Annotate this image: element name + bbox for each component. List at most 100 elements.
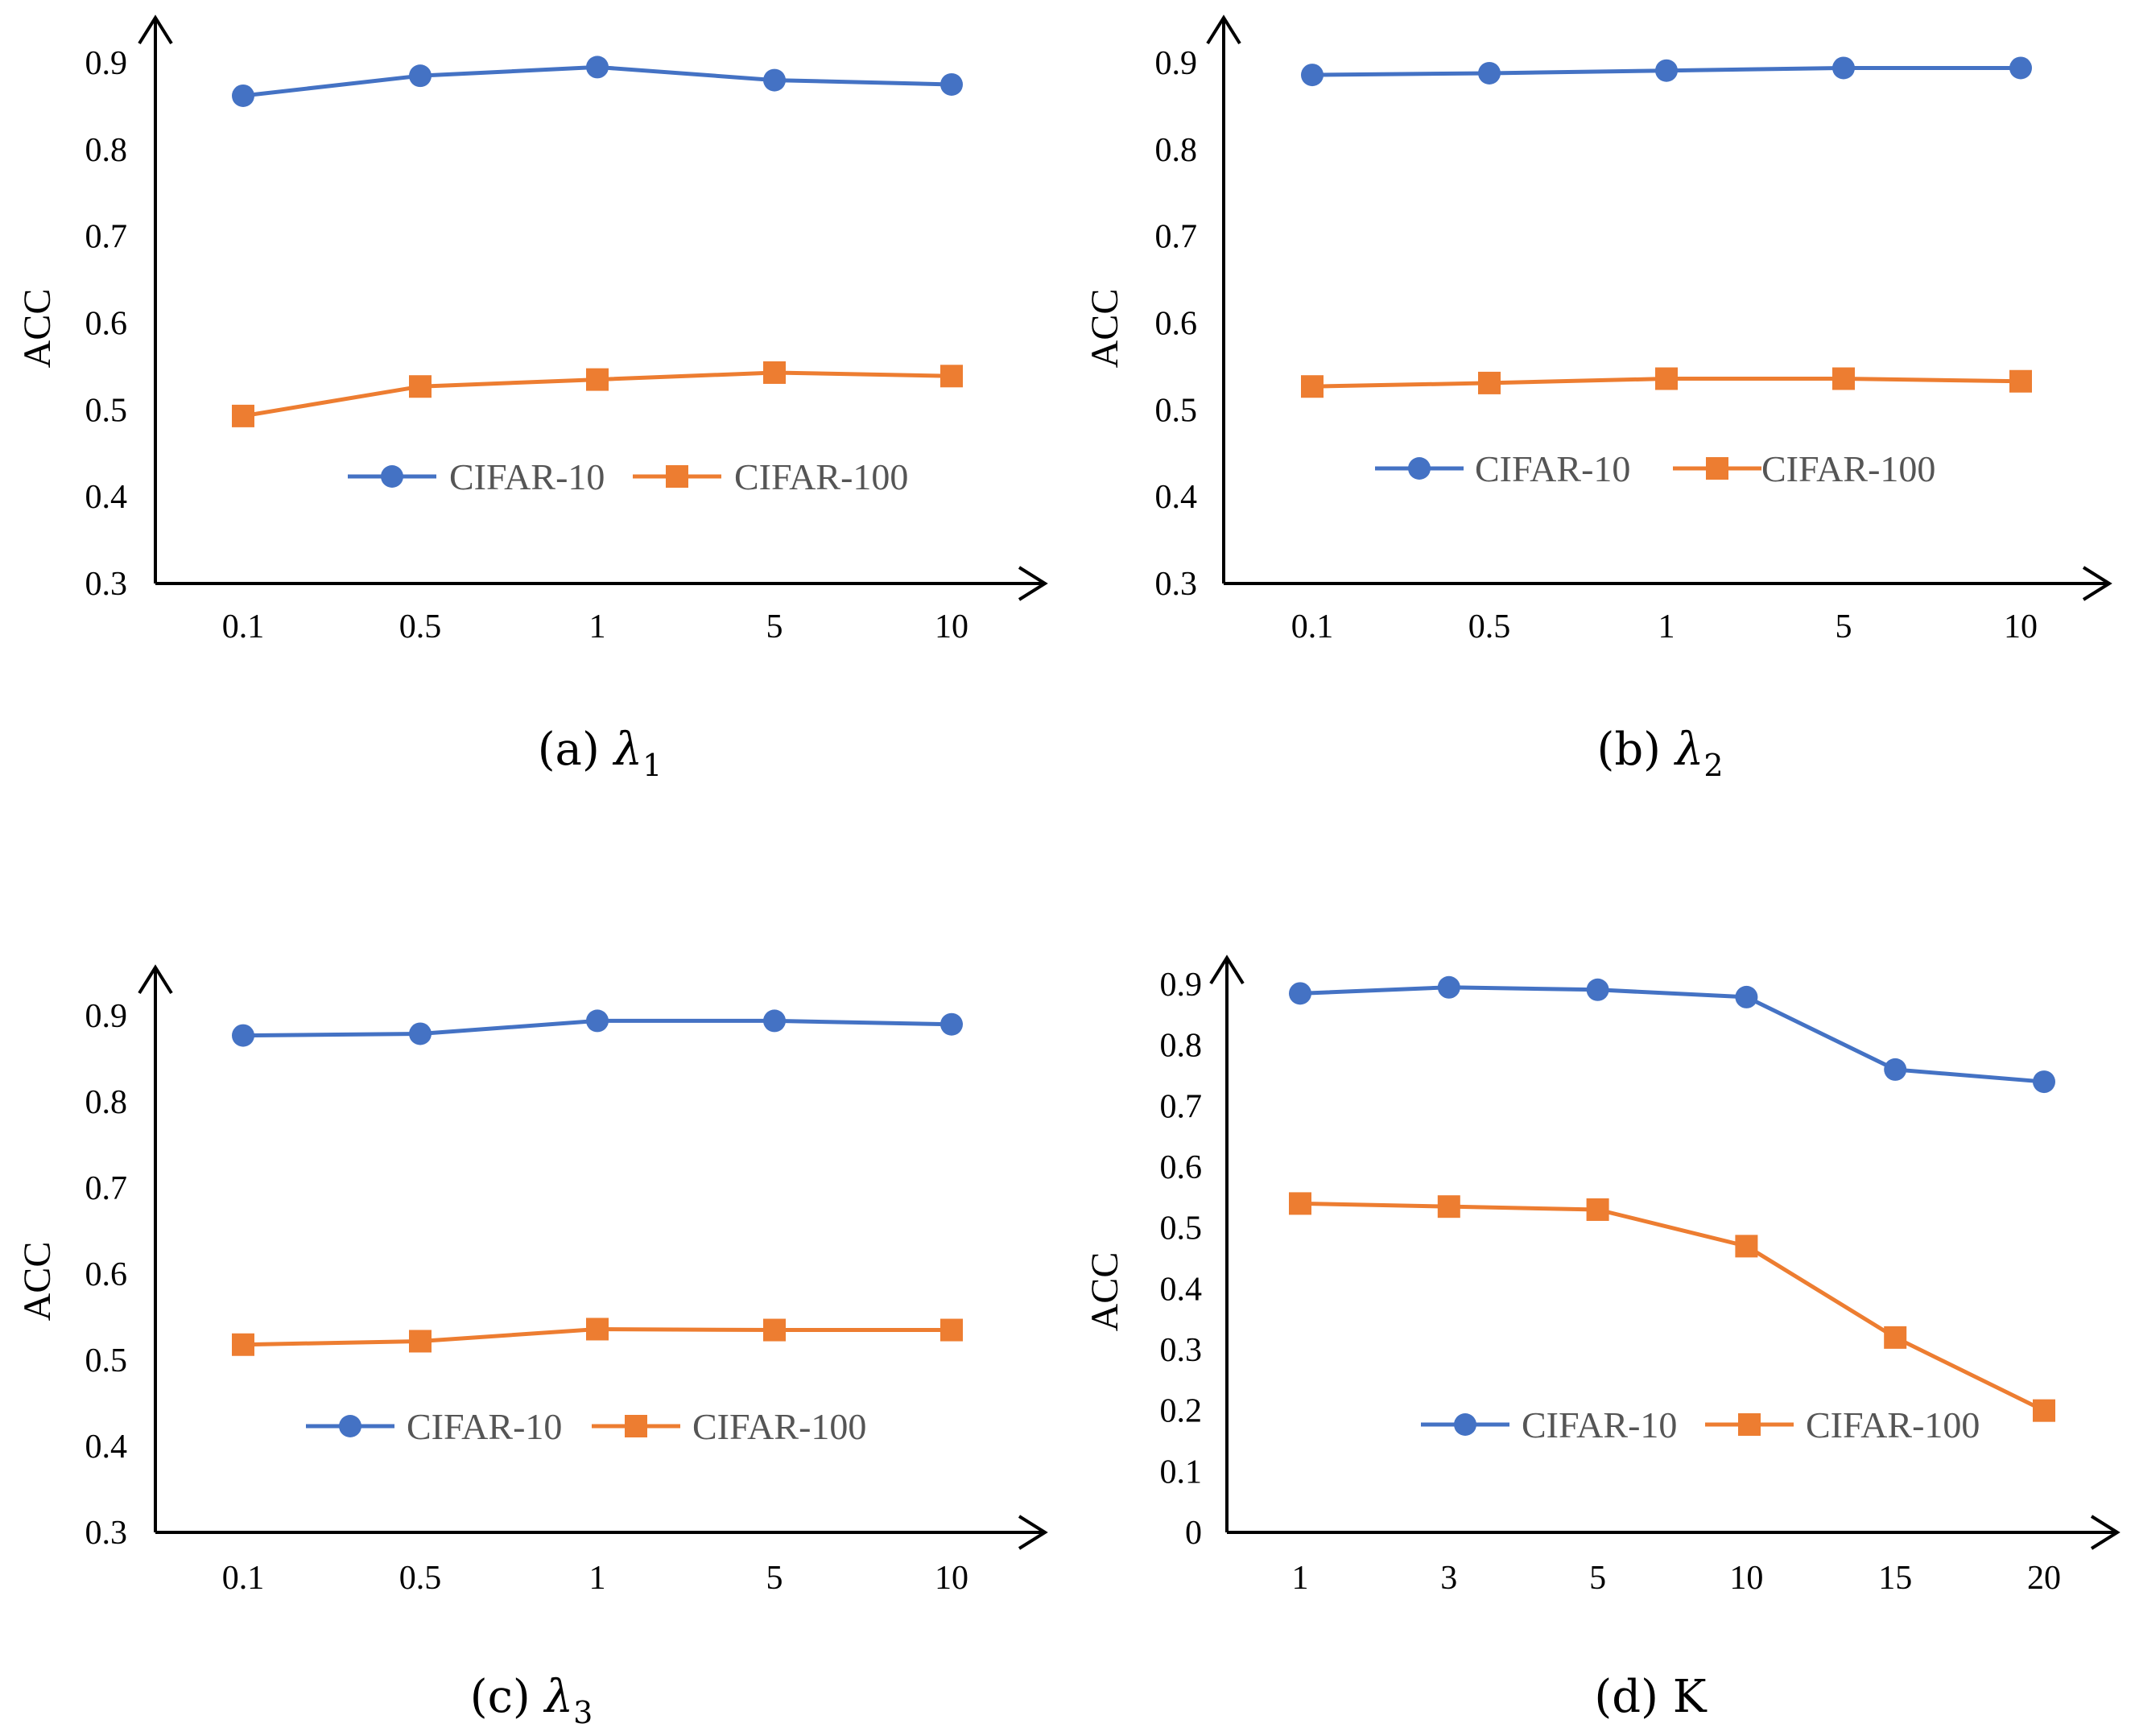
y-tick-label: 0.5 — [1155, 392, 1198, 429]
x-tick-label: 0.5 — [399, 608, 442, 645]
legend-label-cifar10: CIFAR-10 — [1522, 1404, 1677, 1445]
data-point-square — [1735, 1235, 1758, 1258]
data-point-circle — [763, 1009, 786, 1033]
caption-symbol: λ — [543, 1671, 574, 1723]
panel-caption: (d) K — [1594, 1671, 1707, 1723]
y-axis-arrow-icon — [138, 964, 173, 995]
data-point-square — [2033, 1399, 2055, 1422]
x-tick-label: 10 — [935, 608, 968, 645]
y-tick-label: 0.3 — [1155, 566, 1198, 603]
data-point-circle — [1832, 56, 1855, 80]
x-axis-arrow-icon — [2090, 1515, 2121, 1550]
y-tick-label: 0.7 — [85, 1170, 128, 1207]
y-tick-label: 0.8 — [85, 1084, 128, 1121]
y-tick-label: 0.4 — [85, 1429, 128, 1466]
data-point-circle — [1735, 985, 1758, 1008]
caption-symbol: λ — [613, 724, 643, 776]
y-tick-label: 0.4 — [1160, 1271, 1203, 1308]
y-tick-label: 0.9 — [1155, 45, 1198, 82]
y-tick-label: 0.8 — [85, 132, 128, 169]
legend: CIFAR-10 CIFAR-100 — [348, 456, 908, 497]
data-point-square — [1478, 371, 1501, 394]
y-axis-title: ACC — [16, 1242, 59, 1322]
legend-label-cifar100: CIFAR-100 — [1761, 448, 1935, 489]
data-point-square — [232, 1333, 254, 1356]
data-point-circle — [232, 1024, 254, 1047]
y-axis-arrow-icon — [1206, 14, 1241, 45]
data-point-square — [1289, 1192, 1311, 1215]
x-tick-label: 1 — [589, 608, 606, 645]
x-tick-label: 5 — [1836, 608, 1852, 645]
legend: CIFAR-10 CIFAR-100 — [1421, 1404, 1980, 1445]
x-tick-label: 5 — [766, 1560, 783, 1597]
data-point-circle — [1478, 61, 1501, 85]
panel-b: 0.3 0.4 0.5 0.6 0.7 0.8 0.9 ACC 0.1 0.5 1 5 10 CIFAR-… — [1084, 14, 2112, 783]
caption-prefix: (c) — [470, 1671, 545, 1723]
legend-marker-square-icon — [1706, 457, 1728, 480]
data-point-square — [1884, 1326, 1907, 1349]
panel-d: 0 0.1 0.2 0.3 0.4 0.5 0.6 0.7 0.8 0.9 ACC 1 3 5 10 15 20… — [1084, 955, 2121, 1723]
panel-caption: (c) λ3 — [470, 1671, 593, 1730]
legend: CIFAR-10 CIFAR-100 — [306, 1406, 866, 1447]
x-tick-label: 3 — [1440, 1560, 1457, 1597]
panel-caption: (b) λ2 — [1596, 724, 1723, 783]
data-point-square — [2009, 369, 2032, 393]
data-point-square — [763, 361, 786, 384]
data-point-circle — [2033, 1070, 2055, 1094]
data-point-circle — [409, 1022, 432, 1045]
caption-subscript: 2 — [1703, 748, 1723, 783]
data-point-square — [763, 1318, 786, 1342]
legend: CIFAR-10 CIFAR-100 — [1375, 448, 1935, 489]
caption-subscript: 3 — [573, 1695, 593, 1730]
panel-a: 0.3 0.4 0.5 0.6 0.7 0.8 0.9 ACC 0.1 0.5 1 5 10 CIFAR-… — [16, 14, 1048, 783]
data-point-circle — [940, 72, 963, 96]
data-point-circle — [1437, 975, 1460, 999]
data-point-circle — [409, 64, 432, 88]
data-point-circle — [763, 68, 786, 92]
legend-marker-circle-icon — [1408, 457, 1431, 480]
data-point-square — [232, 404, 254, 427]
y-tick-label: 0.4 — [85, 479, 128, 516]
y-axis-title: ACC — [16, 289, 59, 369]
y-tick-label: 0.6 — [85, 306, 128, 343]
x-tick-label: 1 — [1658, 608, 1675, 645]
x-tick-label: 0.1 — [222, 1560, 265, 1597]
data-point-square — [1301, 375, 1324, 398]
legend-marker-square-icon — [625, 1415, 647, 1437]
y-tick-label: 0.5 — [85, 392, 128, 429]
legend-marker-square-icon — [1738, 1413, 1761, 1436]
panel-caption: (a) λ1 — [538, 724, 663, 783]
x-tick-label: 0.5 — [1468, 608, 1511, 645]
x-tick-label: 0.1 — [222, 608, 265, 645]
data-point-square — [940, 365, 963, 388]
x-axis-arrow-icon — [1018, 566, 1048, 601]
data-point-square — [1437, 1195, 1460, 1218]
legend-label-cifar100: CIFAR-100 — [692, 1406, 866, 1447]
data-point-circle — [2009, 56, 2032, 80]
legend-label-cifar10: CIFAR-10 — [1475, 448, 1630, 489]
data-point-square — [586, 368, 609, 391]
y-tick-label: 0.5 — [1160, 1210, 1203, 1247]
y-tick-label: 0.9 — [85, 998, 128, 1035]
x-tick-label: 10 — [1729, 1560, 1763, 1597]
data-point-circle — [586, 1009, 609, 1033]
y-axis-arrow-icon — [1209, 955, 1245, 985]
x-tick-label: 15 — [1878, 1560, 1912, 1597]
x-axis-arrow-icon — [1018, 1515, 1048, 1550]
y-tick-label: 0.7 — [1160, 1088, 1203, 1125]
legend-label-cifar10: CIFAR-10 — [449, 456, 605, 497]
x-tick-label: 0.1 — [1291, 608, 1334, 645]
legend-label-cifar10: CIFAR-10 — [407, 1406, 562, 1447]
data-point-square — [409, 1330, 432, 1353]
x-tick-label: 5 — [1589, 1560, 1606, 1597]
y-tick-label: 0.9 — [1160, 967, 1203, 1004]
x-tick-label: 0.5 — [399, 1560, 442, 1597]
y-tick-label: 0.6 — [1160, 1149, 1203, 1186]
data-point-square — [1586, 1198, 1609, 1221]
y-tick-label: 0.8 — [1155, 132, 1198, 169]
panel-c: 0.3 0.4 0.5 0.6 0.7 0.8 0.9 ACC 0.1 0.5 1 5 10 CIFAR-… — [16, 964, 1048, 1730]
y-tick-label: 0.6 — [1155, 306, 1198, 343]
y-axis-title: ACC — [1084, 289, 1126, 369]
x-tick-label: 10 — [2004, 608, 2038, 645]
